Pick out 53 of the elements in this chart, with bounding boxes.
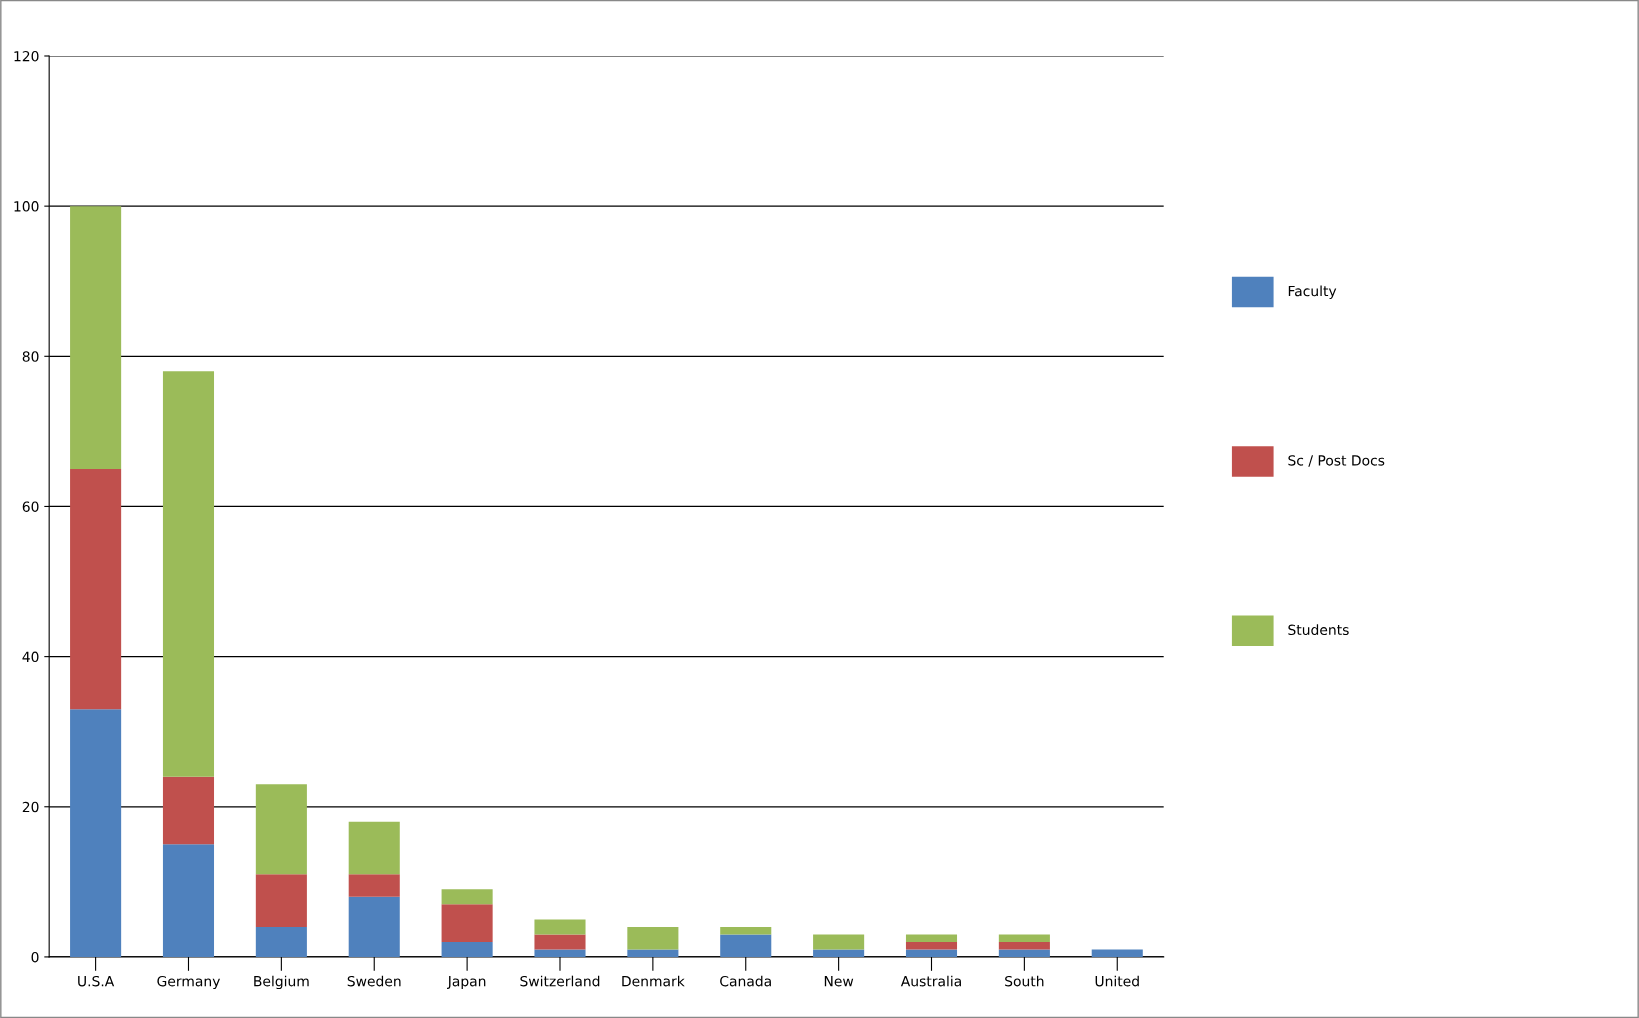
x-tick-label: Germany xyxy=(157,975,220,990)
x-tick-label: Switzerland xyxy=(520,975,600,987)
bar xyxy=(905,941,958,950)
bar xyxy=(813,934,865,950)
bar xyxy=(348,874,400,897)
x-tick-label: Belgium xyxy=(254,975,309,990)
bar xyxy=(255,874,307,927)
bar xyxy=(162,776,215,845)
x-tick-label: Canada xyxy=(720,975,771,987)
legend-label: Sc / Post Docs xyxy=(1288,455,1385,467)
bar xyxy=(627,926,679,950)
x-tick-label: Australia xyxy=(900,975,961,987)
y-tick-label: 0 xyxy=(31,951,39,963)
bar xyxy=(441,941,493,957)
x-tick-label: United xyxy=(1095,975,1139,987)
bar xyxy=(441,889,493,905)
bar xyxy=(1091,949,1143,957)
bar xyxy=(255,784,307,875)
y-tick-label: 20 xyxy=(22,801,39,813)
bar xyxy=(905,934,958,942)
bar xyxy=(348,821,400,875)
y-tick-label: 80 xyxy=(22,351,39,362)
bar xyxy=(813,949,865,957)
bar xyxy=(70,206,122,469)
x-tick-label: Denmark xyxy=(622,975,685,987)
bar xyxy=(534,919,586,935)
bar xyxy=(162,844,215,957)
bar xyxy=(162,371,215,777)
y-tick-label: 60 xyxy=(22,501,39,512)
bar xyxy=(720,926,772,935)
x-tick-label: Japan xyxy=(447,976,486,990)
bar xyxy=(70,468,122,710)
x-tick-label: U.S.A xyxy=(78,975,115,987)
y-tick-label: 120 xyxy=(14,50,39,62)
bar xyxy=(441,904,493,942)
x-tick-label: New xyxy=(824,976,854,987)
bar xyxy=(998,949,1050,957)
bar xyxy=(534,934,586,950)
bar xyxy=(255,926,307,957)
bar xyxy=(905,949,958,957)
legend-label: Students xyxy=(1288,624,1349,636)
y-tick-label: 100 xyxy=(14,201,39,212)
y-tick-label: 40 xyxy=(22,651,39,663)
bar xyxy=(998,941,1050,950)
bar xyxy=(998,934,1050,942)
bar xyxy=(534,949,586,957)
legend-label: Faculty xyxy=(1288,285,1337,299)
x-tick-label: South xyxy=(1005,975,1044,987)
bar xyxy=(70,709,122,957)
bar xyxy=(348,896,400,957)
bar xyxy=(720,934,772,957)
bar xyxy=(627,949,679,957)
x-tick-label: Sweden xyxy=(347,975,401,987)
